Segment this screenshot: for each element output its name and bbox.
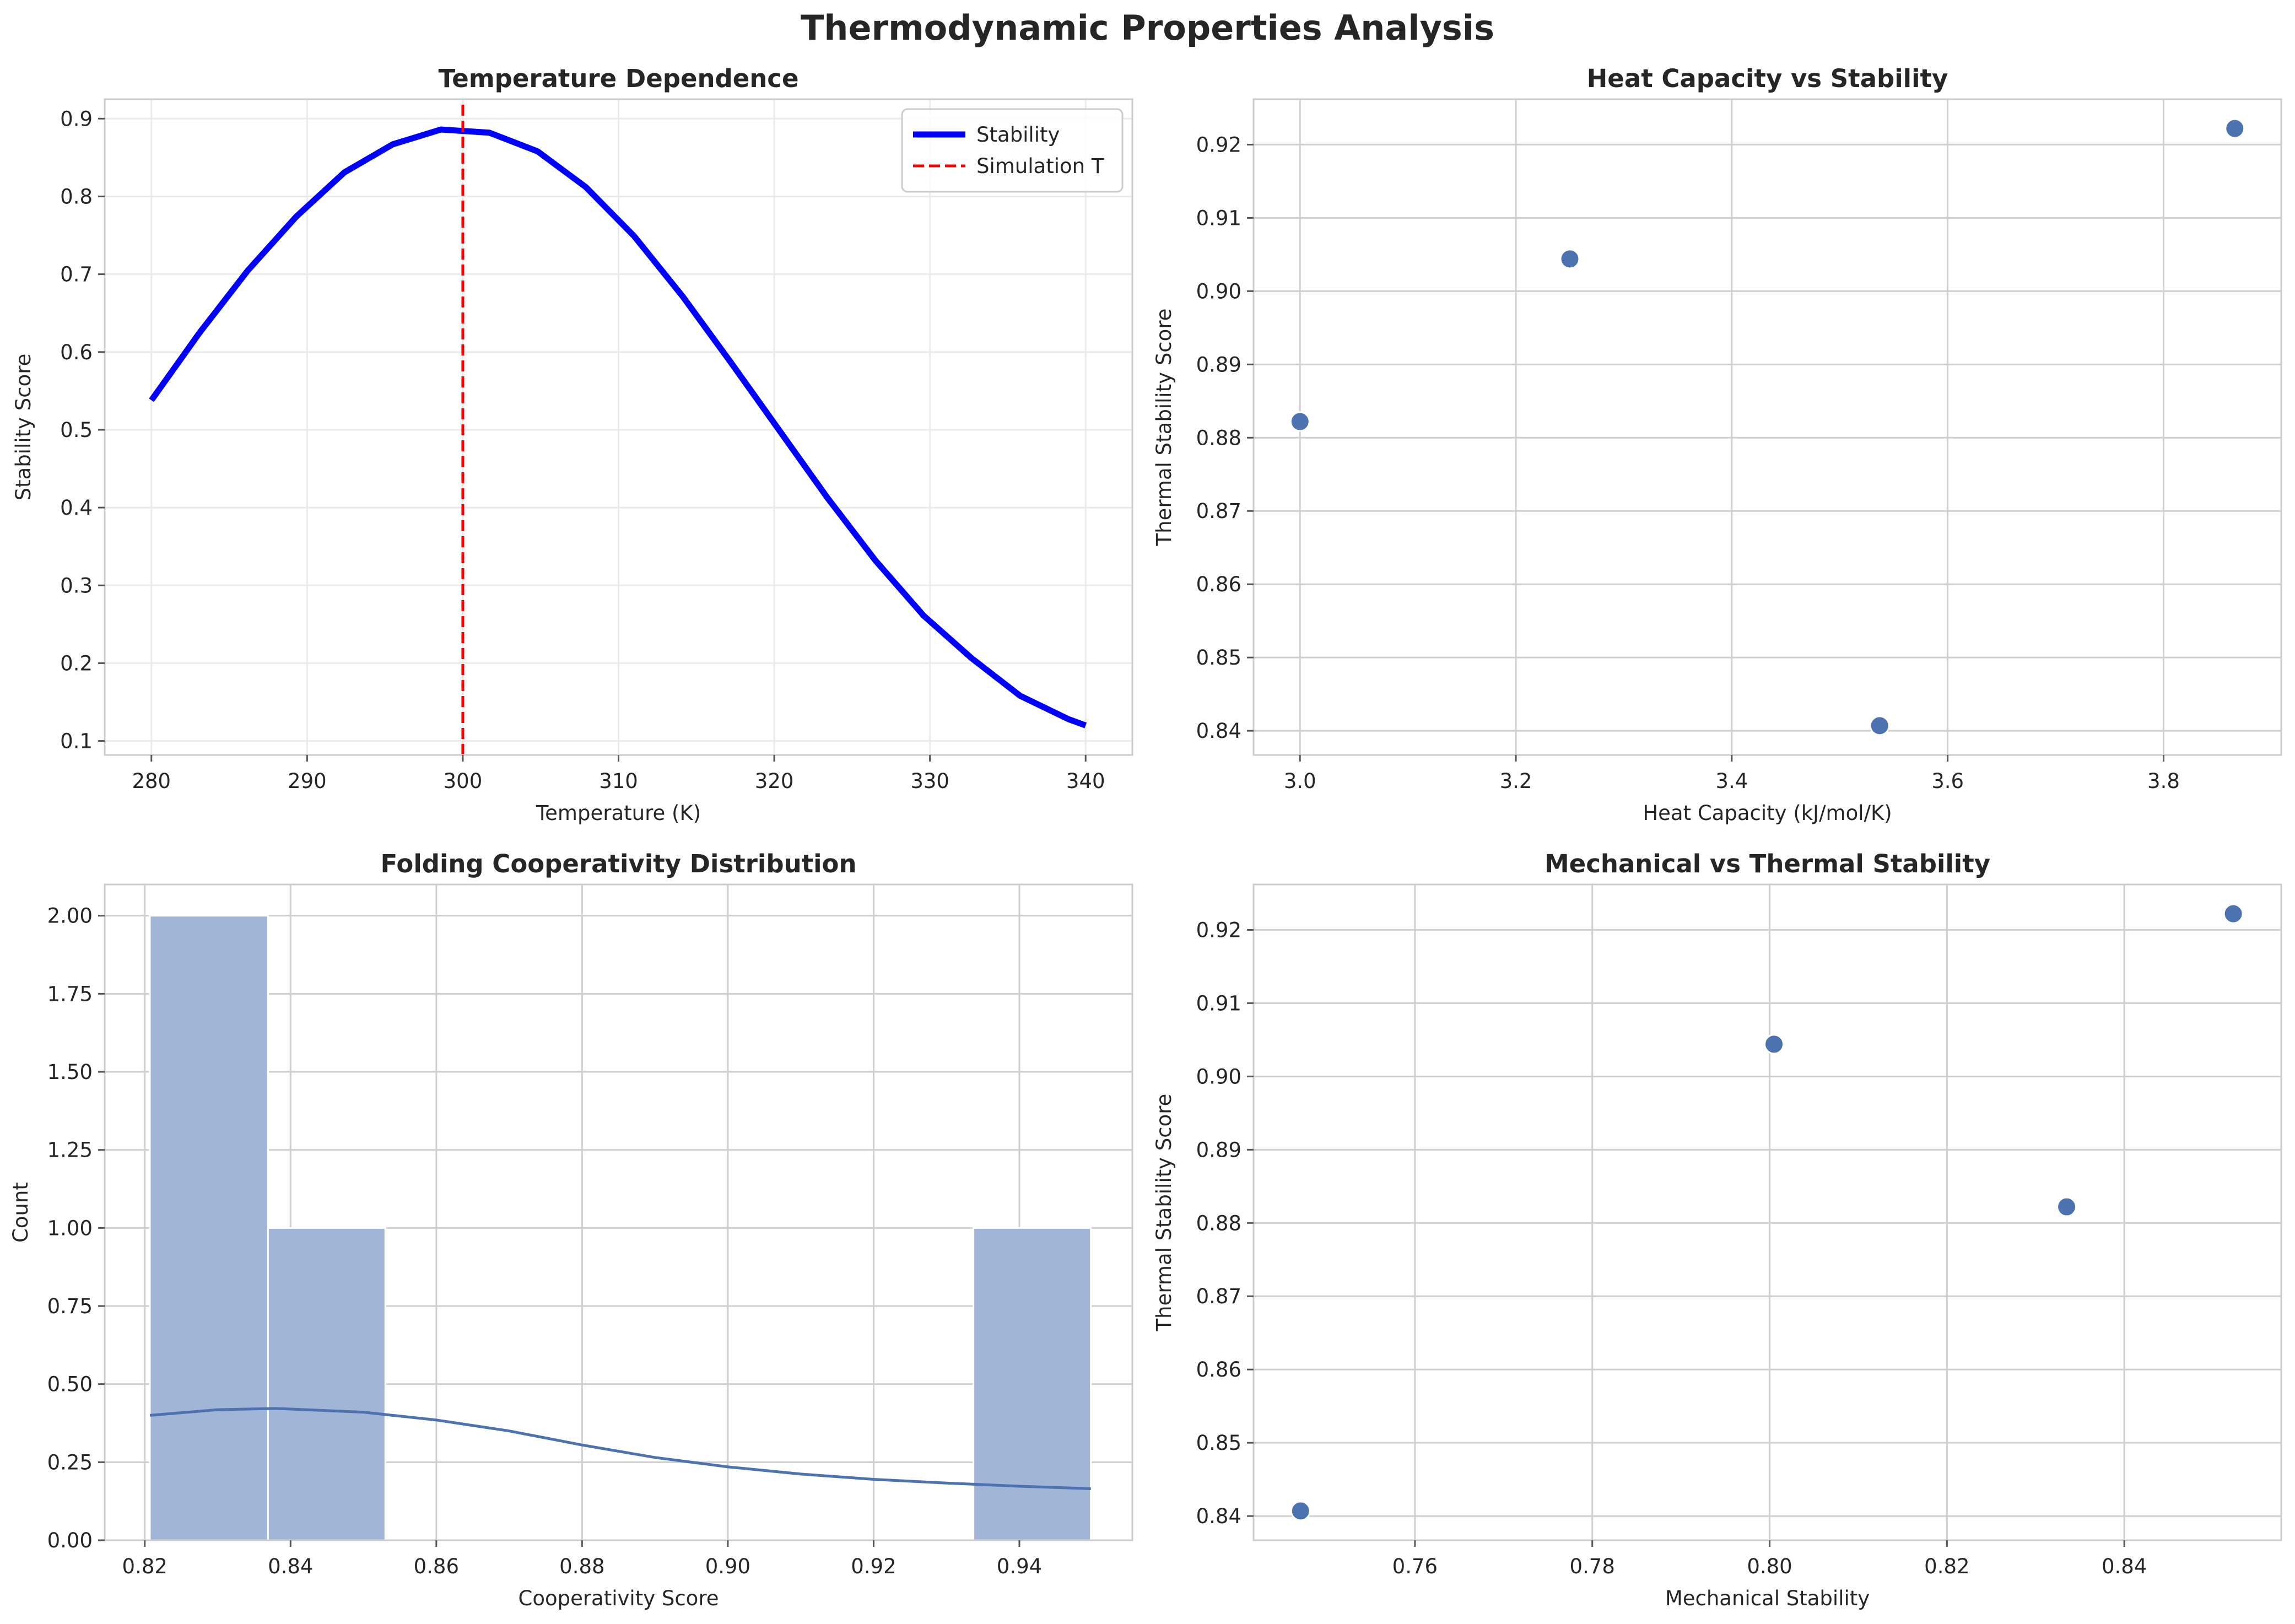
x-tick-label: 0.78 — [1569, 1555, 1614, 1578]
y-tick-label: 0.86 — [1196, 1358, 1241, 1382]
axes-title: Heat Capacity vs Stability — [1587, 64, 1948, 93]
x-axis-label: Temperature (K) — [536, 801, 701, 825]
chart-heat-capacity: 3.0 3.2 3.4 3.6 3.8 0.84 0.85 0.86 0.87 0.88 0.89 0… — [1152, 64, 2282, 825]
y-axis-label: Thermal Stability Score — [1152, 1094, 1176, 1332]
scatter-point — [1559, 249, 1580, 269]
x-tick-label: 0.84 — [268, 1555, 313, 1578]
y-tick-label: 0.9 — [60, 107, 93, 131]
y-tick-label: 0.90 — [1196, 279, 1241, 303]
y-tick-label: 0.89 — [1196, 353, 1241, 376]
y-tick-label: 0.87 — [1196, 1285, 1241, 1308]
y-tick-label: 0.92 — [1196, 918, 1241, 942]
x-tick-label: 3.2 — [1500, 769, 1532, 793]
x-tick-label: 0.82 — [1924, 1555, 1969, 1578]
y-axis-label: Count — [9, 1182, 33, 1243]
legend-label-stability: Stability — [976, 123, 1060, 147]
scatter-point — [1290, 1501, 1311, 1522]
y-tick-label: 0.88 — [1196, 426, 1241, 450]
axes-frame — [1252, 883, 2282, 1541]
x-tick-label: 0.84 — [2102, 1555, 2147, 1578]
chart-temp-dependence: Stability Simulation T 280 290 300 310 320 330 3… — [12, 64, 1133, 825]
y-tick-label: 0.85 — [1196, 646, 1241, 670]
y-tick-label: 0.88 — [1196, 1211, 1241, 1235]
axes-title: Temperature Dependence — [439, 64, 799, 93]
x-tick-label: 280 — [132, 769, 171, 793]
y-tick-label: 0.2 — [60, 651, 93, 675]
histogram-bar — [267, 1227, 386, 1541]
y-tick-label: 1.00 — [47, 1216, 93, 1240]
figure-title: Thermodynamic Properties Analysis — [801, 8, 1494, 48]
x-axis-label: Cooperativity Score — [518, 1587, 719, 1610]
x-tick-label: 0.92 — [851, 1555, 896, 1578]
legend-box — [901, 108, 1124, 193]
x-tick-label: 3.0 — [1284, 769, 1316, 793]
x-tick-label: 320 — [755, 769, 794, 793]
histogram-bar — [149, 915, 269, 1541]
y-tick-label: 0.90 — [1196, 1065, 1241, 1088]
y-tick-label: 1.75 — [47, 982, 93, 1006]
x-tick-label: 0.90 — [705, 1555, 750, 1578]
x-tick-label: 3.8 — [2147, 769, 2180, 793]
scatter-point — [2056, 1196, 2077, 1217]
x-axis-label: Heat Capacity (kJ/mol/K) — [1643, 801, 1892, 825]
y-tick-label: 0.8 — [60, 185, 93, 208]
y-tick-label: 2.00 — [47, 904, 93, 928]
scatter-point — [1289, 411, 1310, 432]
histogram-bar — [973, 1227, 1092, 1541]
y-tick-label: 0.5 — [60, 418, 93, 442]
kde-curve — [149, 1407, 1091, 1490]
y-tick-label: 0.89 — [1196, 1138, 1241, 1162]
scatter-point — [1764, 1034, 1785, 1055]
scatter-point — [2224, 118, 2245, 139]
y-tick-label: 0.86 — [1196, 573, 1241, 596]
x-tick-label: 0.82 — [122, 1555, 168, 1578]
axes-title: Mechanical vs Thermal Stability — [1545, 849, 1990, 878]
x-tick-label: 3.4 — [1715, 769, 1748, 793]
y-axis-label: Stability Score — [12, 354, 35, 501]
y-tick-label: 0.85 — [1196, 1431, 1241, 1455]
chart-cooperativity: 0.82 0.84 0.86 0.88 0.90 0.92 0.94 0.00 0.25 0.50… — [9, 849, 1133, 1610]
y-tick-label: 0.50 — [47, 1373, 93, 1396]
x-tick-label: 340 — [1066, 769, 1105, 793]
x-tick-label: 300 — [444, 769, 483, 793]
y-tick-label: 0.75 — [47, 1294, 93, 1318]
x-tick-label: 0.86 — [414, 1555, 459, 1578]
y-tick-label: 1.25 — [47, 1139, 93, 1162]
y-tick-label: 0.1 — [60, 730, 93, 753]
y-tick-label: 0.25 — [47, 1450, 93, 1474]
y-tick-label: 1.50 — [47, 1060, 93, 1084]
x-tick-label: 0.88 — [559, 1555, 604, 1578]
y-axis-label: Thermal Stability Score — [1152, 309, 1176, 547]
x-tick-label: 0.94 — [997, 1555, 1042, 1578]
y-tick-label: 0.6 — [60, 341, 93, 364]
y-tick-label: 0.3 — [60, 574, 93, 597]
y-tick-label: 0.00 — [47, 1529, 93, 1552]
y-tick-label: 0.87 — [1196, 499, 1241, 523]
x-tick-label: 290 — [288, 769, 327, 793]
x-tick-label: 0.76 — [1392, 1555, 1438, 1578]
y-tick-label: 0.84 — [1196, 1504, 1241, 1528]
x-axis-label: Mechanical Stability — [1665, 1587, 1870, 1610]
axes-frame — [104, 883, 1133, 1541]
y-tick-label: 0.7 — [60, 263, 93, 287]
scatter-point — [2223, 903, 2244, 924]
series-line-stability — [149, 126, 1087, 729]
x-tick-label: 310 — [599, 769, 638, 793]
legend-label-simulation: Simulation T — [976, 154, 1104, 178]
y-tick-label: 0.84 — [1196, 719, 1241, 743]
chart-mechanical-thermal: 0.76 0.78 0.80 0.82 0.84 0.84 0.85 0.86 0.87 0.88… — [1152, 849, 2282, 1610]
y-tick-label: 0.92 — [1196, 133, 1241, 157]
x-tick-label: 330 — [910, 769, 949, 793]
scatter-point — [1869, 715, 1890, 736]
axes-title: Folding Cooperativity Distribution — [381, 849, 857, 878]
x-tick-label: 3.6 — [1931, 769, 1964, 793]
y-tick-label: 0.91 — [1196, 206, 1241, 230]
y-tick-label: 0.4 — [60, 496, 93, 520]
axes-frame — [1252, 98, 2282, 756]
x-tick-label: 0.80 — [1747, 1555, 1792, 1578]
y-tick-label: 0.91 — [1196, 991, 1241, 1015]
